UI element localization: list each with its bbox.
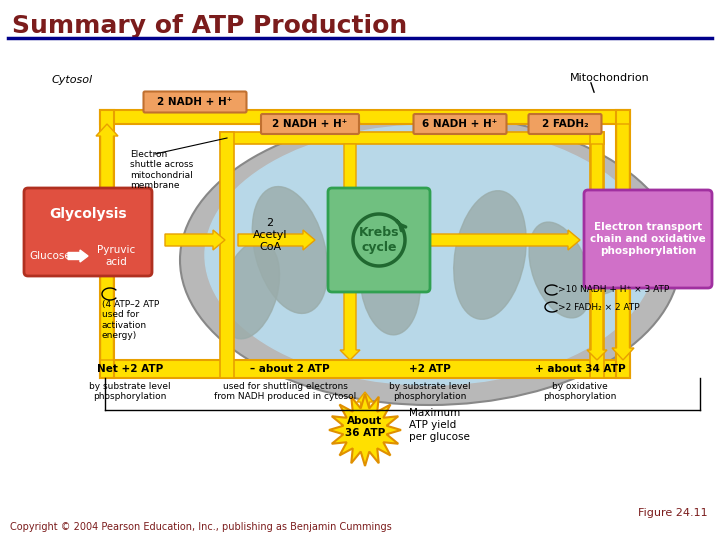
Text: Electron transport
chain and oxidative
phosphorylation: Electron transport chain and oxidative p… [590,222,706,255]
Text: 6 NADH + H⁺: 6 NADH + H⁺ [423,119,498,129]
Text: Maximum
ATP yield
per glucose: Maximum ATP yield per glucose [409,408,470,442]
Text: Copyright © 2004 Pearson Education, Inc., publishing as Benjamin Cummings: Copyright © 2004 Pearson Education, Inc.… [10,522,392,532]
Text: + about 34 ATP: + about 34 ATP [535,364,625,374]
FancyBboxPatch shape [328,188,430,292]
Text: +2 ATP: +2 ATP [409,364,451,374]
Bar [100,110,114,378]
Text: Glucose: Glucose [29,251,71,261]
Text: 2 FADH₂: 2 FADH₂ [541,119,588,129]
Text: by substrate level
phosphorylation: by substrate level phosphorylation [89,382,171,401]
Ellipse shape [180,115,680,405]
Bar [616,110,630,378]
Text: Net +2 ATP: Net +2 ATP [97,364,163,374]
Ellipse shape [583,206,636,294]
FancyBboxPatch shape [413,114,506,134]
Text: 2 NADH + H⁺: 2 NADH + H⁺ [272,119,348,129]
Text: Mitochondrion: Mitochondrion [570,73,649,83]
FancyBboxPatch shape [261,114,359,134]
Text: by oxidative
phosphorylation: by oxidative phosphorylation [544,382,617,401]
FancyArrow shape [587,144,607,360]
Text: >2 FADH₂ × 2 ATP: >2 FADH₂ × 2 ATP [558,302,639,312]
Bar [100,110,630,124]
FancyBboxPatch shape [24,188,152,276]
Text: Figure 24.11: Figure 24.11 [639,508,708,518]
Text: >10 NADH + H⁺ × 3 ATP: >10 NADH + H⁺ × 3 ATP [558,286,670,294]
Bar [590,132,604,378]
Text: Cytosol: Cytosol [52,75,93,85]
Ellipse shape [252,186,328,313]
Text: used for shuttling electrons
from NADH produced in cytosol: used for shuttling electrons from NADH p… [214,382,356,401]
Bar [220,132,604,144]
Ellipse shape [454,191,526,319]
Text: – about 2 ATP: – about 2 ATP [250,364,330,374]
Text: Summary of ATP Production: Summary of ATP Production [12,14,408,38]
FancyBboxPatch shape [528,114,601,134]
FancyArrow shape [68,250,88,262]
Text: 2
Acetyl
CoA: 2 Acetyl CoA [253,218,287,252]
Text: Electron
shuttle across
mitochondrial
membrane: Electron shuttle across mitochondrial me… [130,150,193,190]
FancyArrow shape [612,124,634,360]
Ellipse shape [529,222,591,318]
Text: 2 NADH + H⁺: 2 NADH + H⁺ [158,97,233,107]
FancyArrow shape [238,230,315,250]
FancyArrow shape [340,144,360,360]
FancyBboxPatch shape [143,91,246,112]
Text: Glycolysis: Glycolysis [49,207,127,221]
Text: About
36 ATP: About 36 ATP [345,416,385,438]
Text: by substrate level
phosphorylation: by substrate level phosphorylation [390,382,471,401]
Ellipse shape [205,125,655,385]
Polygon shape [329,394,401,466]
FancyBboxPatch shape [584,190,712,288]
FancyArrow shape [340,122,360,132]
Bar [220,132,234,378]
Text: (4 ATP–2 ATP
used for
activation
energy): (4 ATP–2 ATP used for activation energy) [102,300,159,340]
Bar [100,360,630,378]
FancyArrow shape [165,230,225,250]
Text: Pyruvic
acid: Pyruvic acid [97,245,135,267]
Ellipse shape [220,241,279,339]
Text: Krebs
cycle: Krebs cycle [359,226,400,254]
FancyArrow shape [357,392,373,410]
FancyArrow shape [428,230,580,250]
FancyArrow shape [96,124,118,360]
Ellipse shape [360,225,420,335]
